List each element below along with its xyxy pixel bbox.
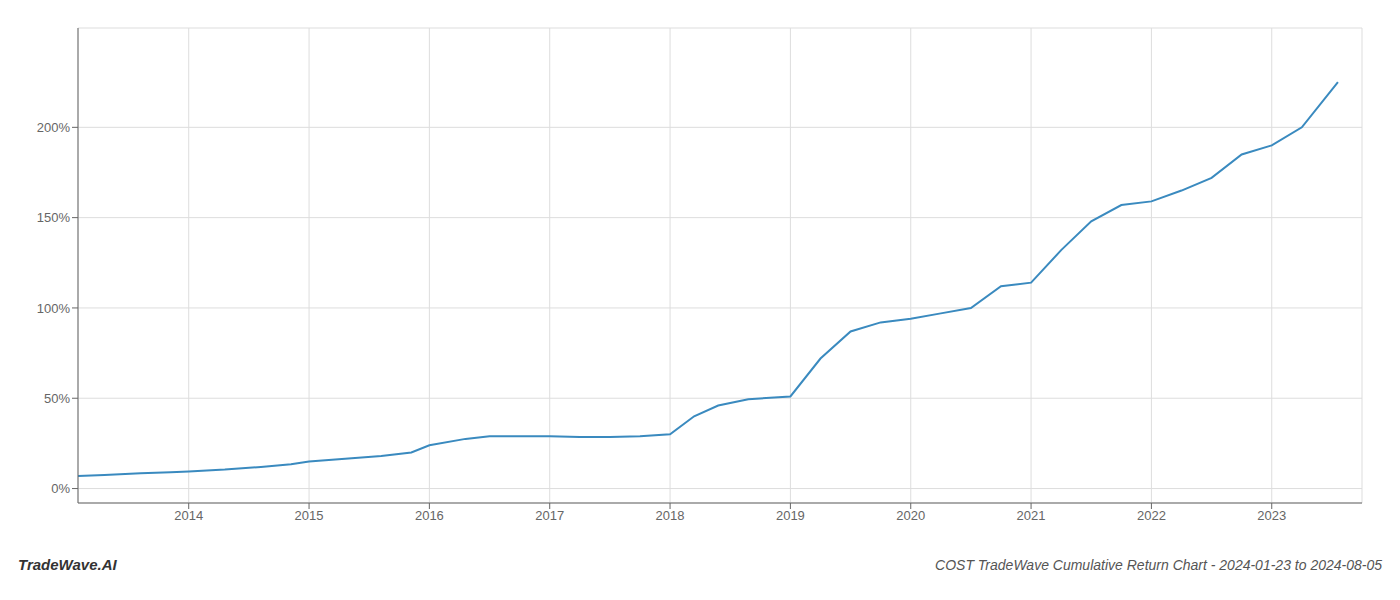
- svg-text:2022: 2022: [1137, 508, 1166, 523]
- svg-text:2014: 2014: [174, 508, 203, 523]
- svg-text:2016: 2016: [415, 508, 444, 523]
- svg-text:2021: 2021: [1017, 508, 1046, 523]
- svg-text:150%: 150%: [37, 210, 71, 225]
- svg-text:2023: 2023: [1257, 508, 1286, 523]
- svg-text:2020: 2020: [896, 508, 925, 523]
- html-text:TradeWave.AI: TradeWave.AI: [18, 556, 117, 573]
- svg-text:50%: 50%: [44, 391, 70, 406]
- svg-text:2015: 2015: [295, 508, 324, 523]
- svg-text:100%: 100%: [37, 301, 71, 316]
- svg-text:2017: 2017: [535, 508, 564, 523]
- svg-text:200%: 200%: [37, 120, 71, 135]
- svg-text:0%: 0%: [51, 481, 70, 496]
- html-text:COST TradeWave Cumulative Retu: COST TradeWave Cumulative Return Chart -…: [935, 557, 1382, 573]
- svg-text:2019: 2019: [776, 508, 805, 523]
- svg-text:2018: 2018: [656, 508, 685, 523]
